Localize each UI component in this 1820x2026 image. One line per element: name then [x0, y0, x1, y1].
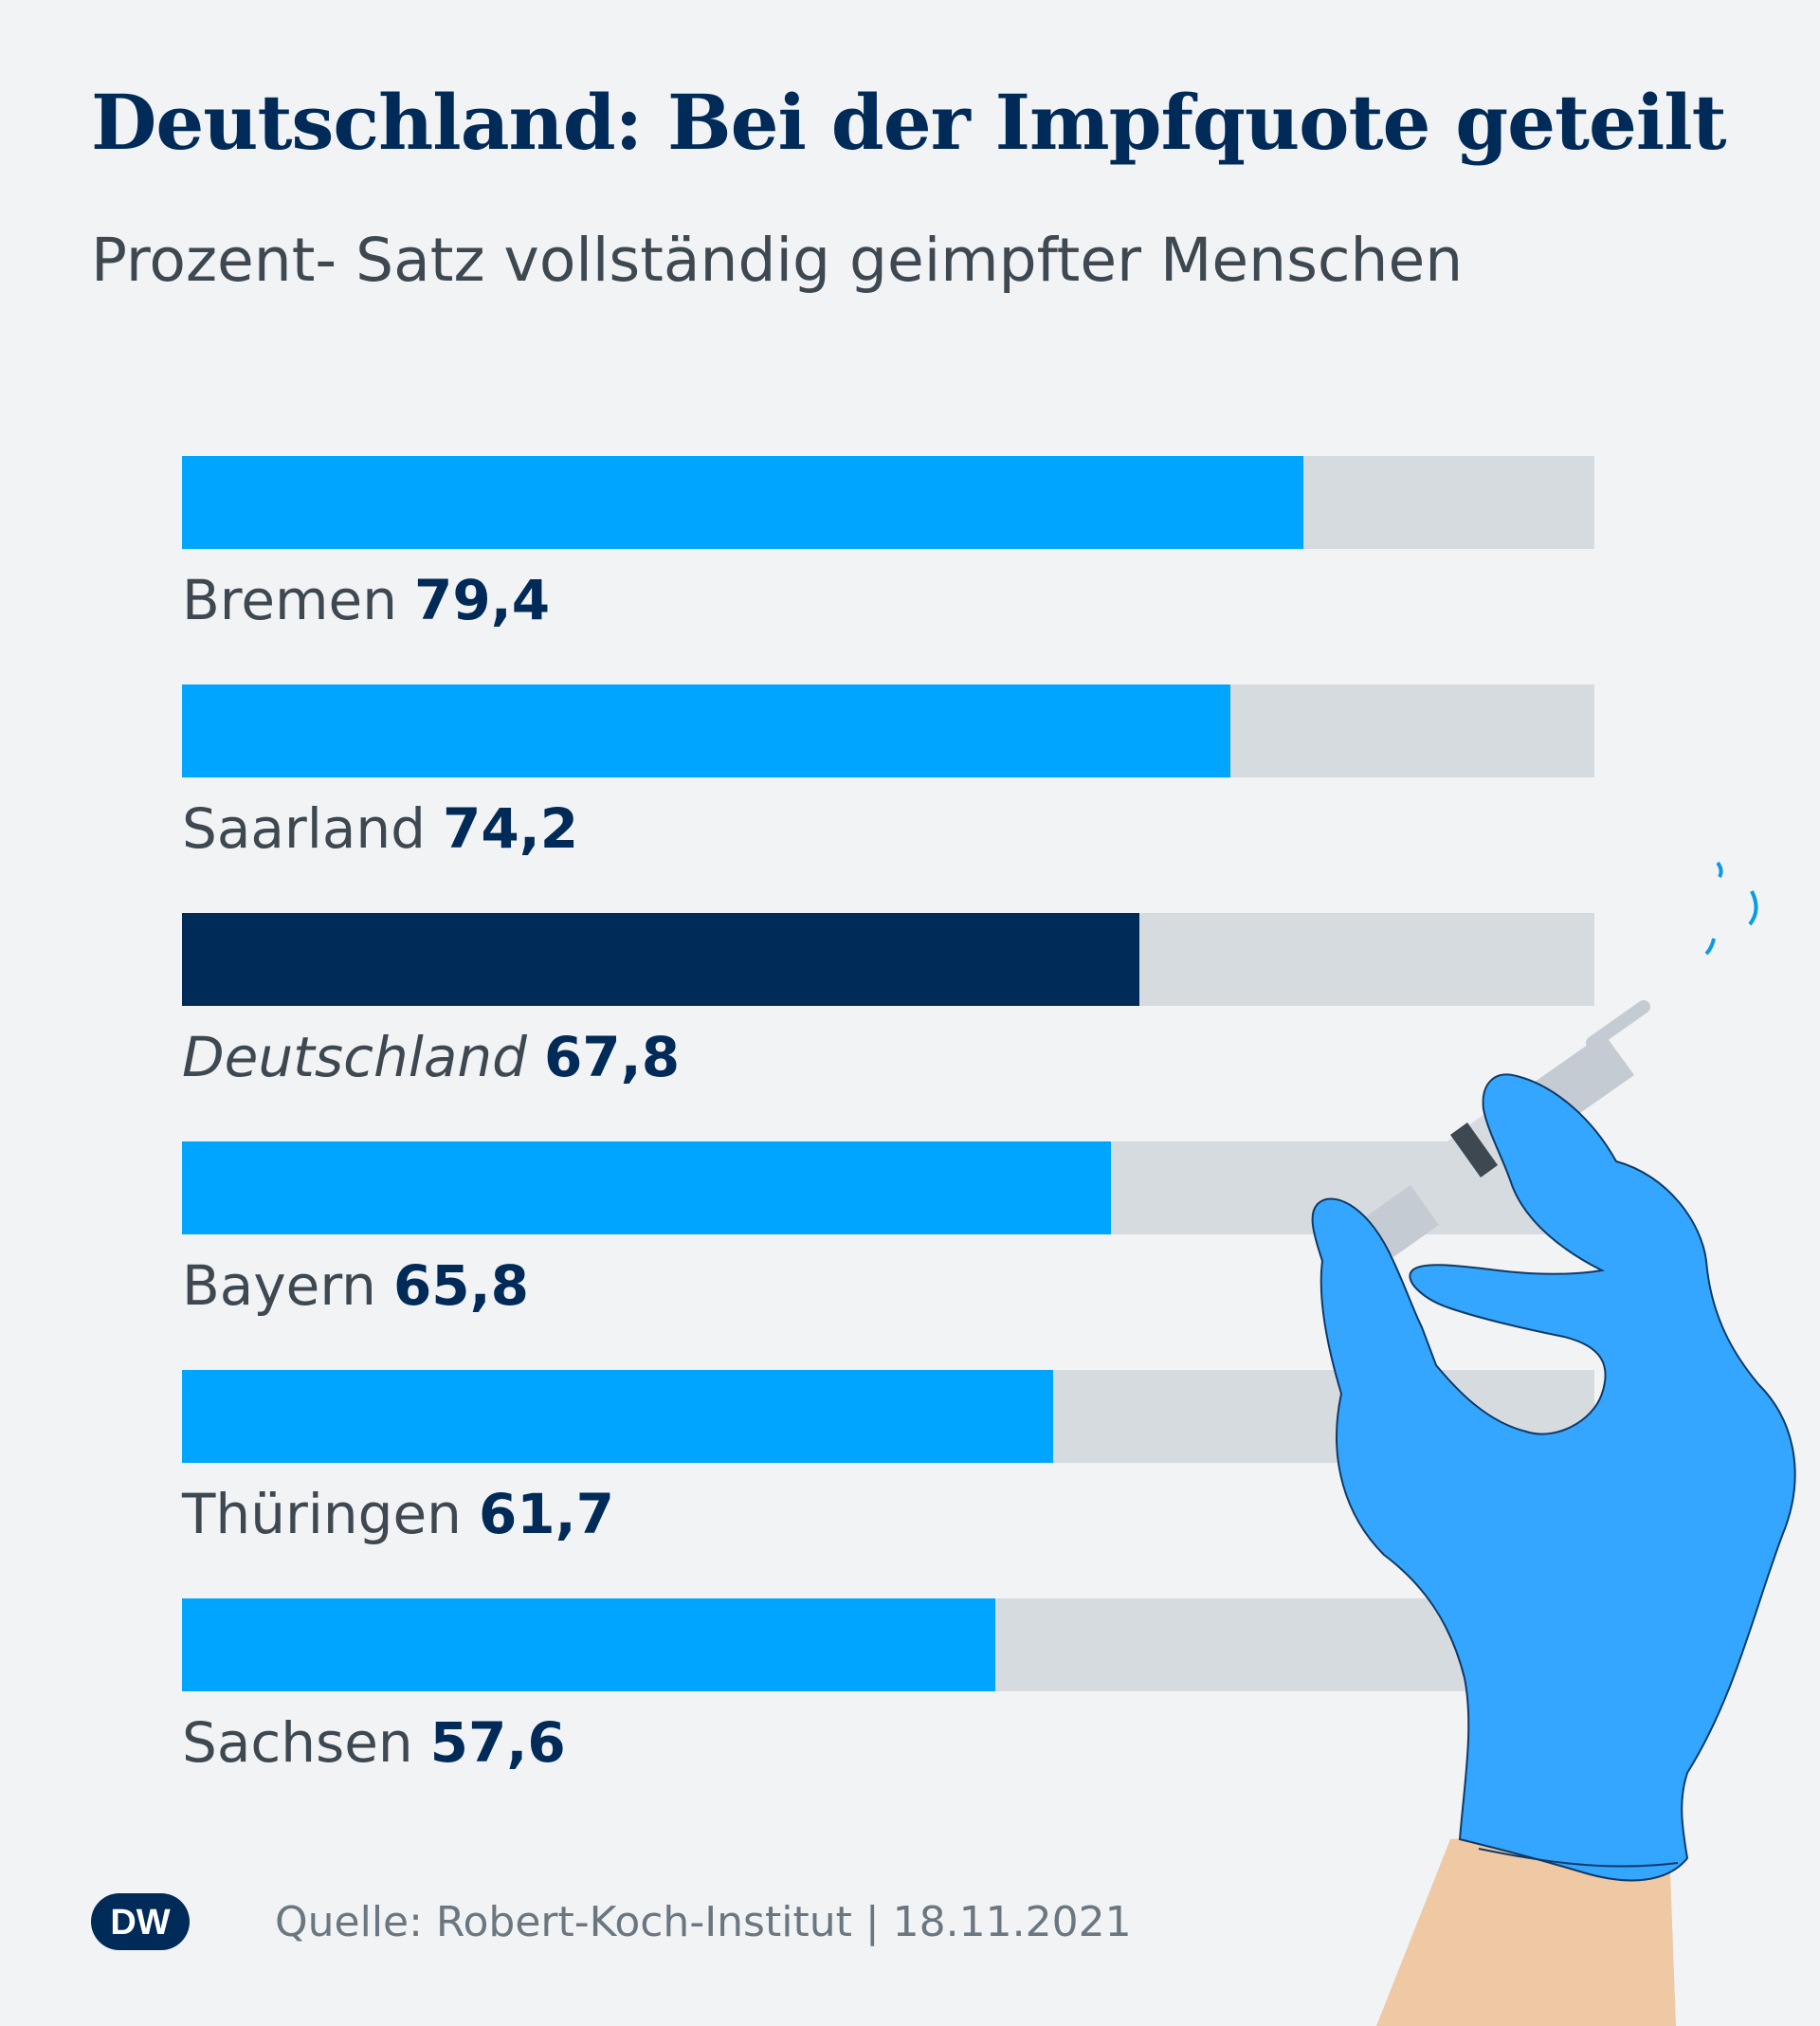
chart-title: Deutschland: Bei der Impfquote geteilt: [91, 78, 1727, 167]
bar-label: Bayern 65,8: [182, 1253, 529, 1318]
bar-label: Thüringen 61,7: [182, 1482, 614, 1546]
bar: [182, 456, 1304, 549]
category-label: Deutschland: [182, 1025, 527, 1089]
bar-track: [182, 913, 1594, 1006]
footer: DW Quelle: Robert-Koch-Institut | 18.11.…: [91, 1889, 1132, 1955]
bar: [182, 913, 1140, 1006]
bar-track: [182, 684, 1594, 777]
splash-drop: [1704, 938, 1716, 956]
bar: [182, 1370, 1054, 1463]
data-label: 67,8: [543, 1025, 681, 1089]
source-note: Quelle: Robert-Koch-Institut | 18.11.202…: [275, 1897, 1132, 1946]
bar-label: Sachsen 57,6: [182, 1710, 566, 1775]
svg-text:DW: DW: [110, 1903, 170, 1943]
category-label: Saarland: [182, 796, 426, 861]
category-label: Bayern: [182, 1253, 376, 1318]
bar-label: Deutschland 67,8: [182, 1025, 680, 1089]
bar-label: Saarland 74,2: [182, 796, 578, 861]
glove-icon: [1311, 1073, 1796, 1882]
category-label: Bremen: [182, 568, 397, 632]
data-label: 74,2: [442, 796, 579, 861]
category-label: Sachsen: [182, 1710, 413, 1775]
category-label: Thüringen: [182, 1482, 462, 1546]
chart-subtitle: Prozent- Satz vollständig geimpfter Mens…: [91, 226, 1464, 295]
data-label: 61,7: [478, 1482, 615, 1546]
bar: [182, 1141, 1112, 1234]
data-label: 57,6: [429, 1710, 566, 1775]
dw-logo-icon: DW: [110, 1903, 170, 1943]
splash-drop: [1748, 890, 1758, 926]
splash-drop: [1716, 861, 1723, 878]
bar: [182, 684, 1230, 777]
bar-track: [182, 456, 1594, 549]
dw-logo: DW: [91, 1893, 190, 1950]
data-label: 65,8: [392, 1253, 530, 1318]
bar-track: [182, 1598, 1594, 1691]
bar-label: Bremen 79,4: [182, 568, 550, 632]
data-label: 79,4: [414, 568, 551, 632]
bar: [182, 1598, 996, 1691]
